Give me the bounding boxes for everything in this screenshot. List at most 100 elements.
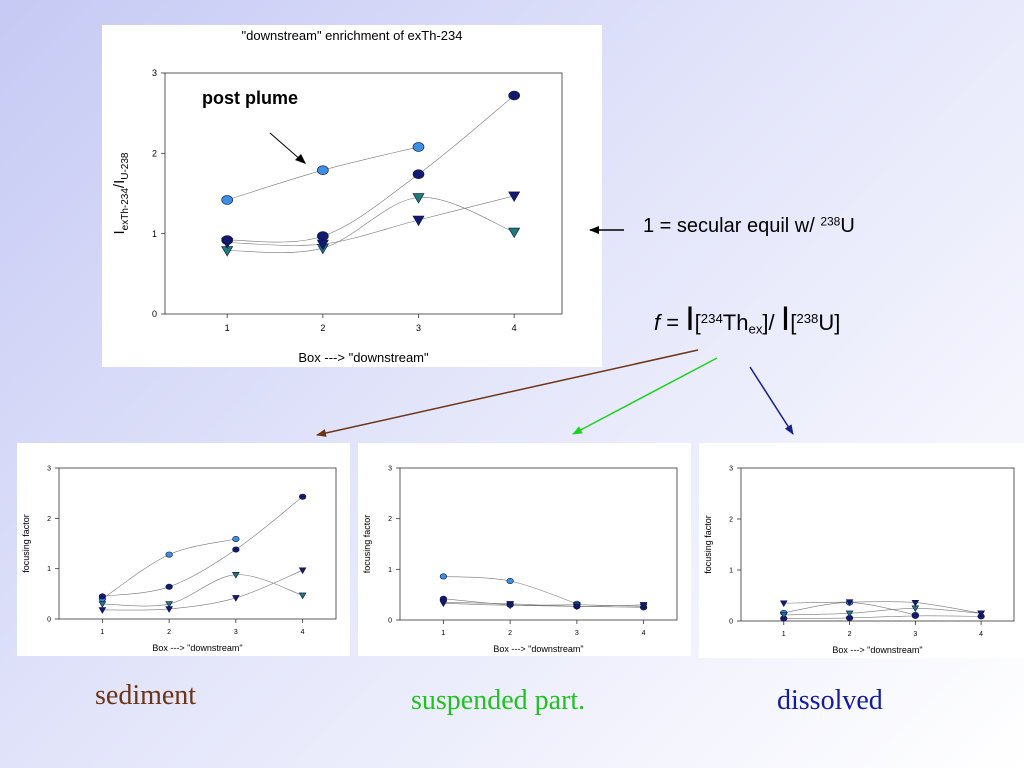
x-tick-label: 4 — [642, 630, 646, 637]
suspended-arrow — [572, 357, 718, 435]
series-line — [783, 601, 982, 614]
formula-th: Th — [722, 310, 749, 335]
data-point — [232, 546, 240, 553]
data-point — [573, 603, 581, 611]
y-axis-label: focusing factor — [362, 515, 372, 574]
data-point — [317, 165, 329, 176]
y-tick-label: 1 — [47, 566, 51, 573]
x-tick-label: 4 — [512, 323, 517, 333]
series-line — [227, 95, 515, 243]
x-tick-label: 3 — [575, 630, 579, 637]
sediment-chart: 0 1 2 3 1 2 3 4 Box ---> "downstream" focusing fa… — [21, 465, 337, 653]
data-point — [221, 238, 234, 249]
main-chart-panel: "downstream" enrichment of exTh-234 0 1 2 3 1… — [102, 25, 602, 367]
x-tick-label: 2 — [508, 630, 512, 637]
plot-frame — [399, 467, 678, 621]
x-axis-label: Box ---> "downstream" — [493, 644, 583, 654]
data-point — [911, 612, 919, 619]
sediment-arrow — [316, 349, 699, 437]
x-tick-label: 2 — [848, 631, 852, 638]
y-tick-label: 1 — [152, 229, 157, 239]
y-tick-label: 3 — [388, 465, 392, 472]
y-axis-label: IexTh-234/IU-238 — [111, 152, 131, 234]
data-point — [439, 599, 448, 607]
formula-br1: [ — [694, 310, 701, 335]
data-point — [98, 601, 107, 608]
data-point — [98, 593, 106, 600]
x-axis-label: Box ---> "downstream" — [298, 350, 429, 365]
data-point — [779, 600, 788, 608]
data-point — [508, 90, 520, 101]
data-point — [412, 142, 425, 152]
x-tick-label: 4 — [301, 629, 305, 636]
data-point — [845, 610, 854, 618]
data-point — [165, 551, 173, 558]
y-label-sub1: exTh-234 — [120, 188, 131, 231]
dissolved-chart: 0 1 2 3 1 2 3 4 Box ---> "downstream" focusing fa… — [703, 465, 1015, 655]
formula-i2: I — [780, 300, 791, 338]
formula-slash: / — [768, 310, 781, 335]
formula-br2: [ — [790, 310, 797, 335]
post-plume-annotation: post plume — [202, 88, 298, 108]
data-point — [165, 606, 173, 613]
caption-dissolved: dissolved — [777, 685, 883, 716]
chart-title: "downstream" enrichment of exTh-234 — [242, 28, 463, 43]
formula-sub-ex: ex — [748, 321, 763, 337]
data-point — [299, 493, 307, 500]
data-point — [977, 610, 985, 618]
y-axis-label: focusing factor — [21, 514, 31, 573]
suspended-chart-panel: 0 1 2 3 1 2 3 4 Box ---> "downstream" focusing fa… — [358, 443, 691, 656]
series-line — [783, 607, 982, 616]
plot-frame — [58, 467, 337, 620]
y-tick-label: 1 — [729, 567, 733, 574]
secular-element: U — [840, 215, 855, 237]
caption-suspended: suspended part. — [411, 685, 586, 716]
data-point — [232, 535, 240, 542]
data-point — [508, 227, 521, 239]
suspended-chart: 0 1 2 3 1 2 3 4 Box ---> "downstream" focusing fa… — [362, 465, 678, 654]
data-point — [232, 595, 240, 602]
focusing-formula: f = I[234Thex]/ I[238U] — [654, 300, 840, 339]
formula-sup2: 238 — [796, 310, 819, 326]
y-tick-label: 2 — [47, 516, 51, 523]
series-line — [227, 197, 515, 253]
plot-frame — [740, 467, 1015, 622]
formula-i1: I — [685, 300, 695, 338]
x-axis-label: Box ---> "downstream" — [832, 645, 922, 655]
data-point — [845, 599, 854, 607]
y-tick-label: 3 — [47, 465, 51, 472]
x-axis-label: Box ---> "downstream" — [152, 643, 242, 653]
data-point — [779, 612, 788, 619]
x-tick-label: 1 — [441, 630, 445, 637]
x-tick-label: 3 — [416, 323, 421, 333]
x-tick-label: 3 — [234, 629, 238, 636]
series-line — [227, 195, 515, 246]
data-point — [911, 599, 920, 607]
formula-br1-close: ] — [762, 310, 769, 335]
y-label-i1: I — [111, 230, 128, 234]
formula-u: U] — [818, 310, 841, 335]
formula-f: f — [654, 310, 661, 335]
y-tick-label: 0 — [152, 309, 157, 319]
formula-sup1: 234 — [700, 310, 723, 326]
data-point — [232, 572, 240, 579]
y-tick-label: 1 — [388, 567, 392, 574]
post-plume-arrow — [269, 132, 303, 162]
data-point — [298, 592, 307, 600]
post-plume-arrowhead — [295, 154, 306, 164]
secular-superscript: 238 — [820, 214, 841, 229]
series-line — [102, 496, 303, 597]
x-tick-label: 1 — [100, 629, 104, 636]
data-point — [639, 602, 648, 609]
y-tick-label: 2 — [388, 516, 392, 523]
secular-equil-note: 1 = secular equil w/ 238U — [643, 215, 855, 238]
data-point — [439, 573, 447, 580]
data-point — [508, 191, 521, 203]
x-tick-label: 4 — [979, 631, 983, 638]
data-point — [298, 567, 307, 575]
y-tick-label: 2 — [152, 148, 157, 158]
series-line — [443, 598, 644, 608]
data-point — [412, 169, 425, 180]
x-tick-label: 3 — [913, 631, 917, 638]
